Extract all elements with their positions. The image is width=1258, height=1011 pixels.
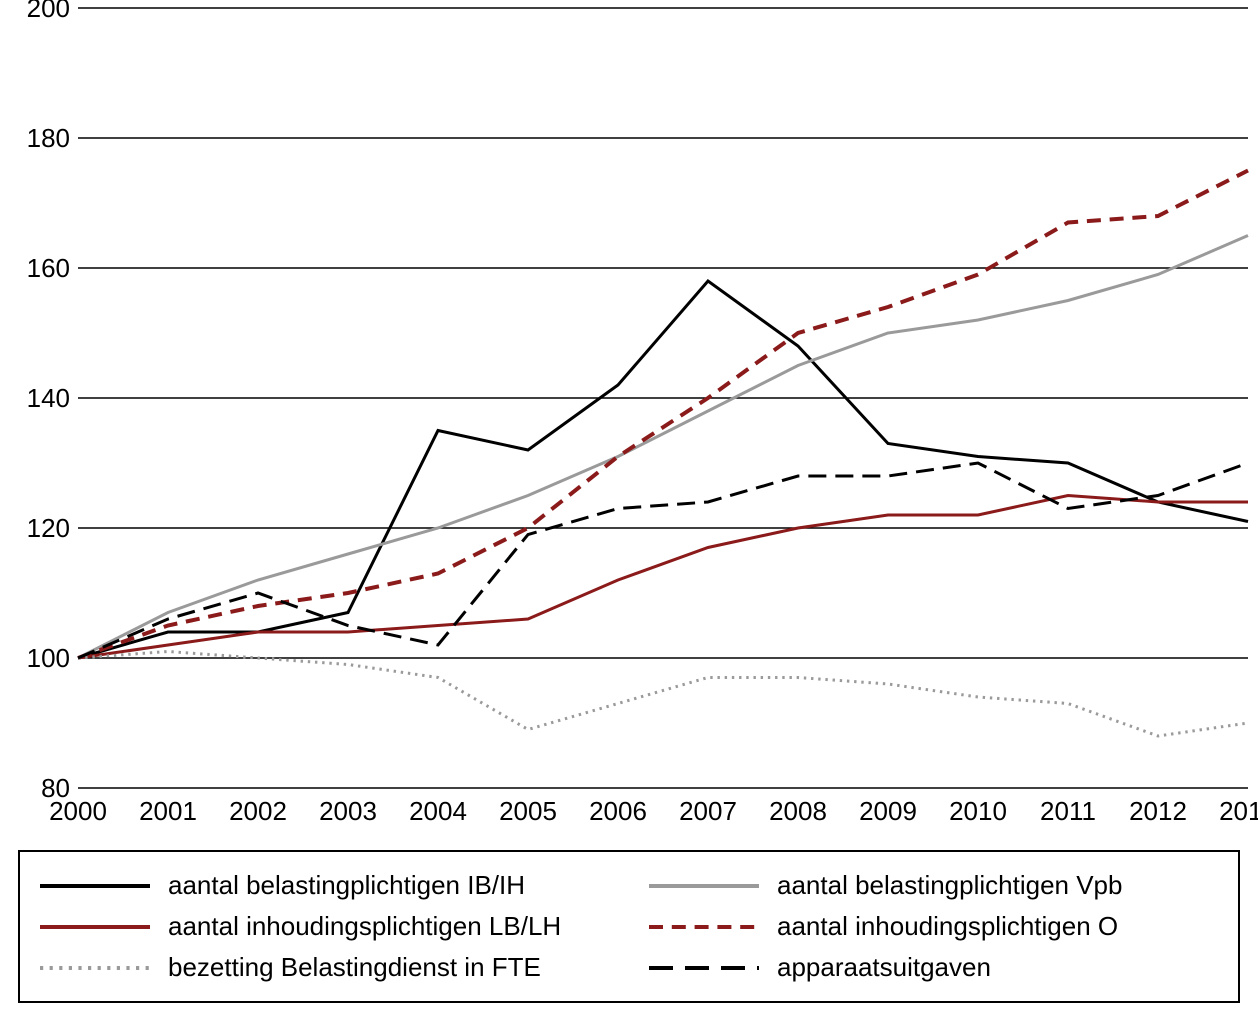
x-tick-label: 2002 [229,796,287,826]
legend-item-apparaat: apparaatsuitgaven [649,952,1218,983]
line-chart: 8010012014016018020020002001200220032004… [0,0,1258,840]
x-tick-label: 2003 [319,796,377,826]
legend-swatch-lb_lh [40,915,150,939]
legend-item-inhoud_o: aantal inhoudingsplichtigen O [649,911,1218,942]
y-tick-label: 180 [27,123,70,153]
y-tick-label: 120 [27,513,70,543]
legend-label-inhoud_o: aantal inhoudingsplichtigen O [777,911,1118,942]
y-tick-label: 100 [27,643,70,673]
legend-label-apparaat: apparaatsuitgaven [777,952,991,983]
legend-item-fte: bezetting Belastingdienst in FTE [40,952,609,983]
legend-label-lb_lh: aantal inhoudingsplichtigen LB/LH [168,911,561,942]
legend-swatch-inhoud_o [649,915,759,939]
x-tick-label: 2009 [859,796,917,826]
y-tick-label: 200 [27,0,70,23]
x-tick-label: 2013 [1219,796,1258,826]
chart-legend: aantal belastingplichtigen IB/IH aantal b… [18,850,1240,1003]
legend-swatch-apparaat [649,956,759,980]
x-tick-label: 2011 [1040,796,1096,826]
x-tick-label: 2008 [769,796,827,826]
x-tick-label: 2000 [49,796,107,826]
x-tick-label: 2006 [589,796,647,826]
x-tick-label: 2012 [1129,796,1187,826]
legend-label-ib_ih: aantal belastingplichtigen IB/IH [168,870,525,901]
legend-label-fte: bezetting Belastingdienst in FTE [168,952,541,983]
x-tick-label: 2001 [139,796,197,826]
chart-background [0,0,1258,840]
y-tick-label: 160 [27,253,70,283]
x-tick-label: 2005 [499,796,557,826]
x-tick-label: 2007 [679,796,737,826]
x-tick-label: 2010 [949,796,1007,826]
legend-item-vpb: aantal belastingplichtigen Vpb [649,870,1218,901]
legend-swatch-ib_ih [40,874,150,898]
legend-swatch-fte [40,956,150,980]
y-tick-label: 140 [27,383,70,413]
legend-label-vpb: aantal belastingplichtigen Vpb [777,870,1122,901]
legend-item-ib_ih: aantal belastingplichtigen IB/IH [40,870,609,901]
legend-item-lb_lh: aantal inhoudingsplichtigen LB/LH [40,911,609,942]
x-tick-label: 2004 [409,796,467,826]
legend-swatch-vpb [649,874,759,898]
